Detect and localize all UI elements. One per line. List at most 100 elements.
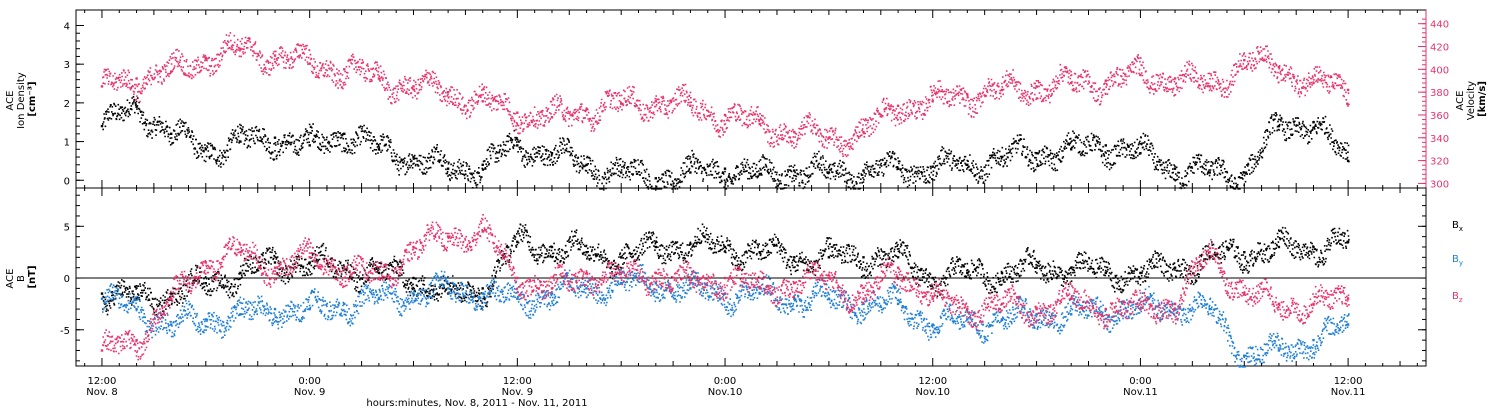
velocity-point — [1104, 79, 1107, 82]
by-point — [239, 313, 242, 316]
by-point — [1312, 338, 1315, 342]
bz-point — [446, 235, 450, 238]
density-axis-label-line2: Ion Density — [16, 72, 27, 129]
time-tick-label: 0:00 — [298, 376, 320, 387]
bx-point — [896, 256, 900, 259]
bz-point — [170, 297, 173, 300]
by-point — [170, 323, 173, 326]
velocity-point — [620, 102, 623, 105]
bx-point — [620, 256, 623, 259]
density-tick-label: 4 — [64, 21, 70, 32]
velocity-tick-label: 360 — [1430, 111, 1449, 122]
bx-point — [1173, 266, 1177, 269]
by-point — [1346, 323, 1350, 326]
bz-point — [1208, 251, 1211, 254]
velocity-point — [1208, 85, 1211, 88]
bx-point — [1104, 271, 1107, 275]
bz-point — [1035, 307, 1038, 311]
velocity-point — [585, 108, 588, 111]
velocity-axis-label-line2: Velocity — [1466, 81, 1477, 120]
density-point — [1277, 124, 1281, 128]
bz-point — [1243, 292, 1246, 295]
date-tick-label: Nov.11 — [1123, 387, 1158, 398]
density-point — [481, 163, 484, 166]
bx-point — [966, 271, 969, 275]
velocity-tick-label: 400 — [1430, 65, 1449, 76]
velocity-point — [1173, 77, 1177, 80]
density-axis-label: ACE Ion Density [cm⁻³] — [5, 69, 38, 129]
bx-point — [308, 261, 311, 264]
density-point — [516, 144, 519, 147]
by-point — [1070, 313, 1073, 316]
velocity-axis-label-line3: [km/s] — [1477, 81, 1488, 117]
field-axis-label-line2: B — [16, 275, 27, 282]
density-series — [100, 96, 1350, 190]
by-point — [620, 282, 623, 285]
by-scatter-cloud — [102, 264, 1350, 368]
density-point — [758, 173, 761, 176]
time-tick-label: 12:00 — [918, 376, 947, 387]
bx-point — [1139, 271, 1142, 275]
bx-point — [204, 282, 207, 285]
bz-point — [1346, 297, 1350, 300]
date-tick-label: Nov.10 — [915, 387, 950, 398]
density-point — [793, 169, 796, 172]
density-point — [689, 171, 692, 174]
bx-point — [273, 261, 277, 264]
density-tick-label: 2 — [64, 99, 70, 110]
by-point — [862, 302, 865, 306]
field-axis-label-line3: [nT] — [27, 265, 38, 288]
field-tick-label: 5 — [64, 222, 70, 233]
by-point — [412, 292, 415, 295]
bz-series — [100, 214, 1350, 361]
bx-point — [550, 245, 554, 249]
density-point — [723, 167, 727, 170]
density-point — [343, 132, 346, 135]
velocity-series — [100, 32, 1350, 158]
bz-point — [1277, 302, 1281, 306]
density-point — [827, 171, 831, 174]
bz-point — [1139, 307, 1142, 311]
by-point — [273, 307, 277, 311]
bx-point — [377, 271, 381, 275]
velocity-point — [862, 130, 865, 134]
bx-point — [1000, 271, 1004, 275]
by-point — [1243, 354, 1246, 357]
bx-point — [412, 276, 415, 280]
by-point — [1277, 349, 1281, 352]
by-point — [550, 292, 554, 295]
velocity-point — [654, 100, 657, 103]
bx-point — [723, 245, 727, 249]
bx-scatter-cloud — [102, 223, 1350, 319]
velocity-point — [412, 85, 415, 88]
by-point — [446, 287, 450, 290]
bz-point — [343, 266, 346, 269]
velocity-tick-label: 380 — [1430, 88, 1449, 99]
density-point — [585, 163, 588, 166]
bz-point — [585, 271, 588, 275]
density-point — [1208, 171, 1211, 174]
velocity-tick-label: 420 — [1430, 43, 1449, 54]
density-point — [1035, 152, 1038, 155]
by-point — [135, 307, 138, 311]
density-point — [135, 105, 138, 108]
time-tick-label: 12:00 — [1334, 376, 1363, 387]
by-point — [377, 297, 381, 300]
density-point — [204, 148, 207, 151]
density-point — [1139, 152, 1142, 155]
bz-point — [896, 266, 900, 269]
velocity-point — [170, 70, 173, 73]
density-tick-label: 3 — [64, 60, 70, 71]
field-axis-label-line1: ACE — [5, 269, 16, 289]
field-tick-label: 0 — [64, 274, 70, 285]
bx-point — [793, 256, 796, 259]
bx-point — [862, 256, 865, 259]
velocity-point — [377, 77, 381, 80]
velocity-tick-label: 300 — [1430, 179, 1449, 190]
velocity-point — [966, 93, 969, 96]
by-point — [758, 292, 761, 295]
date-tick-label: Nov. 8 — [86, 387, 117, 398]
velocity-point — [446, 91, 450, 94]
